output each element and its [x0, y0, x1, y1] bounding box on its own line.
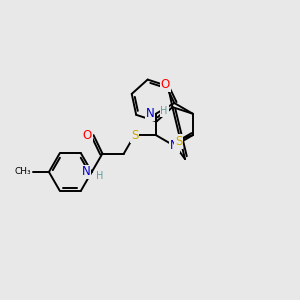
Text: N: N: [170, 139, 179, 152]
Text: H: H: [96, 172, 103, 182]
Text: CH₃: CH₃: [14, 167, 31, 176]
Text: H: H: [160, 106, 168, 116]
Text: S: S: [175, 135, 182, 148]
Text: O: O: [161, 78, 170, 91]
Text: S: S: [131, 129, 138, 142]
Text: N: N: [82, 166, 90, 178]
Text: O: O: [83, 129, 92, 142]
Text: N: N: [146, 107, 154, 120]
